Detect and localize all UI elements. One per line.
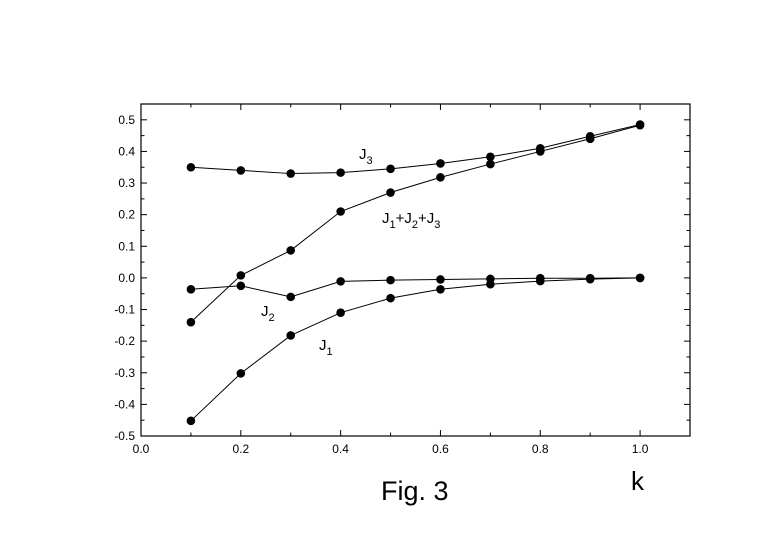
- data-point: [635, 273, 645, 283]
- data-point: [186, 162, 196, 172]
- x-tick-label: 1.0: [632, 442, 649, 456]
- y-tick-label: 0.2: [118, 208, 135, 222]
- data-point: [336, 207, 345, 216]
- data-point: [535, 276, 545, 286]
- y-tick-label: 0.0: [118, 271, 135, 285]
- data-point: [286, 292, 296, 302]
- series-label-j2: J2: [261, 303, 275, 324]
- y-tick-label: -0.4: [114, 397, 135, 411]
- data-point: [286, 246, 296, 255]
- data-point: [236, 281, 246, 291]
- series-points: [186, 120, 645, 426]
- data-point: [486, 279, 495, 289]
- data-point: [236, 271, 246, 280]
- series-line-3: [190, 277, 641, 422]
- series-line-0: [190, 124, 641, 175]
- x-tick-label: 0.8: [532, 442, 549, 456]
- data-point: [585, 134, 595, 144]
- y-tick-label: -0.2: [114, 334, 135, 348]
- y-tick-label: -0.1: [114, 303, 135, 317]
- x-tick-label: 0.4: [332, 442, 349, 456]
- data-point: [186, 284, 196, 294]
- series-label-sum: J1+J2+J3: [382, 210, 440, 231]
- series-line-1: [190, 124, 641, 323]
- data-point: [486, 152, 495, 162]
- series-label-j1: J1: [319, 337, 333, 358]
- data-point: [635, 120, 645, 130]
- y-tick-label: -0.5: [114, 429, 135, 443]
- x-tick-label: 0.6: [432, 442, 449, 456]
- plot-frame: [140, 103, 691, 437]
- data-point: [585, 274, 595, 284]
- y-tick-label: 0.4: [118, 144, 135, 158]
- data-point: [286, 331, 296, 340]
- data-point: [336, 168, 345, 177]
- x-axis-title: k: [631, 466, 645, 496]
- data-point: [535, 147, 545, 156]
- data-point: [236, 369, 246, 378]
- data-point: [436, 284, 445, 294]
- data-point: [436, 173, 445, 182]
- y-tick-label: -0.3: [114, 366, 135, 380]
- data-point: [336, 277, 345, 286]
- x-tick-label: 0.0: [133, 442, 150, 456]
- data-point: [336, 308, 345, 317]
- y-tick-label: 0.3: [118, 176, 135, 190]
- data-point: [386, 275, 395, 285]
- series-line-2: [190, 277, 641, 298]
- axis-ticks: 0.0 0.2 0.4 0.6 0.8 1.0 -0.5 -0.4 -0.3 -0.2 -0.1 0.…: [114, 104, 691, 456]
- y-tick-label: 0.5: [118, 113, 135, 127]
- figure-caption: Fig. 3: [381, 476, 449, 506]
- data-point: [386, 293, 395, 303]
- data-point: [436, 275, 445, 284]
- data-point: [186, 416, 196, 426]
- data-point: [186, 317, 196, 327]
- data-point: [236, 166, 246, 175]
- y-tick-label: 0.1: [118, 239, 135, 253]
- data-point: [286, 169, 296, 178]
- data-point: [436, 159, 445, 168]
- x-tick-label: 0.2: [232, 442, 249, 456]
- data-point: [386, 164, 395, 174]
- data-point: [386, 188, 395, 197]
- series-label-j3: J3: [359, 146, 373, 167]
- data-point: [486, 159, 495, 169]
- series-lines: [190, 124, 641, 422]
